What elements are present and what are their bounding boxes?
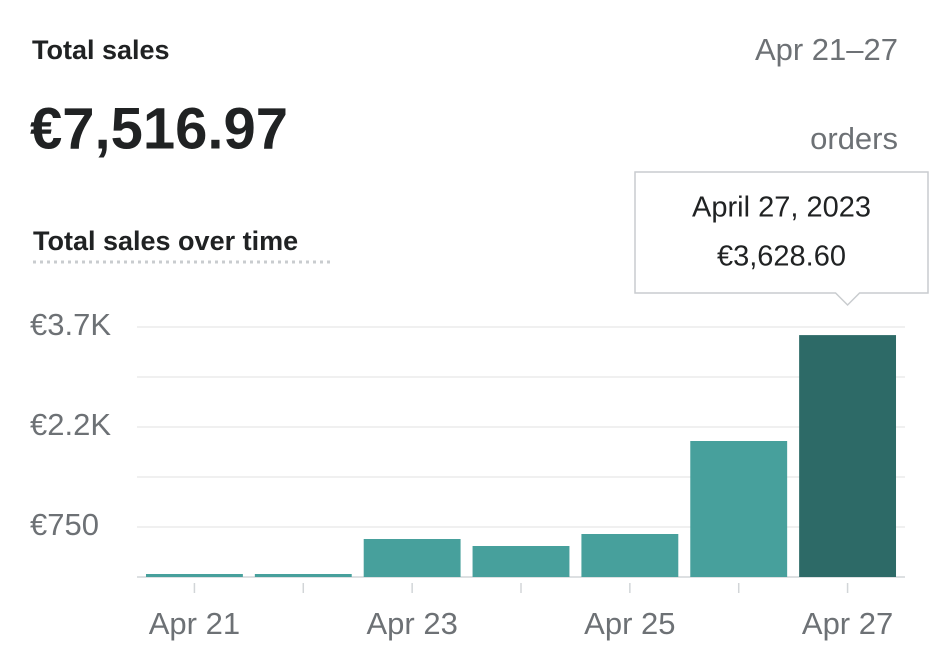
- tooltip-value: €3,628.60: [717, 241, 846, 273]
- date-range[interactable]: Apr 21–27: [755, 32, 898, 67]
- bar: [690, 441, 788, 577]
- bar: [363, 539, 461, 577]
- bar: [254, 574, 352, 577]
- bar: [145, 574, 243, 577]
- y-tick-label: €2.2K: [30, 407, 111, 442]
- bar: [581, 534, 679, 577]
- y-tick-label: €750: [30, 507, 99, 542]
- total-value: €7,516.97: [30, 96, 288, 161]
- tooltip-box: [634, 171, 929, 307]
- bar: [799, 335, 897, 577]
- y-tick-label: €3.7K: [30, 307, 111, 342]
- x-tick-label: Apr 27: [802, 606, 893, 641]
- x-tick-label: Apr 25: [584, 606, 675, 641]
- bar: [472, 546, 570, 577]
- tooltip-date: April 27, 2023: [692, 192, 871, 224]
- chart-title[interactable]: Total sales over time: [33, 226, 298, 256]
- x-tick-label: Apr 21: [149, 606, 240, 641]
- secondary-metric[interactable]: orders: [810, 121, 898, 156]
- card-title: Total sales: [32, 35, 170, 65]
- x-tick-label: Apr 23: [366, 606, 457, 641]
